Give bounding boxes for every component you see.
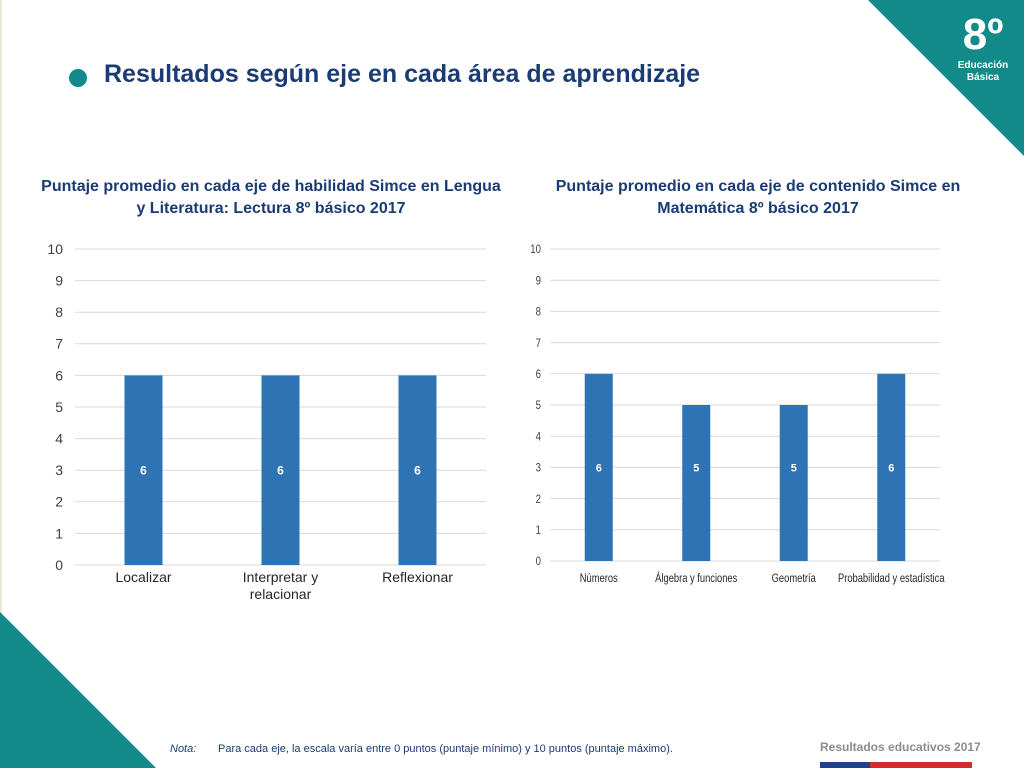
matematica-y-tick-label: 3	[536, 462, 541, 475]
lectura-y-tick-label: 1	[55, 525, 63, 541]
top-right-corner-decoration	[868, 0, 1024, 156]
grade-subtitle-line-2: Básica	[966, 72, 1000, 83]
grade-number: 8º	[962, 10, 1004, 59]
lectura-y-tick-label: 5	[55, 399, 63, 415]
note-label: Nota:	[170, 743, 197, 755]
lectura-y-tick-label: 6	[55, 367, 63, 383]
matematica-y-tick-label: 8	[536, 306, 541, 319]
grade-badge: 8º Educación Básica	[948, 10, 1018, 84]
matematica-category-label: Geometría	[772, 572, 816, 585]
matematica-data-label: 6	[888, 462, 894, 474]
lectura-y-tick-label: 2	[55, 494, 63, 510]
matematica-bar	[682, 405, 711, 561]
note-text: Para cada eje, la escala varía entre 0 p…	[218, 743, 673, 755]
matematica-y-tick-label: 1	[536, 524, 541, 537]
matematica-y-tick-label: 6	[536, 368, 541, 381]
lectura-y-tick-label: 10	[47, 241, 63, 257]
chart-lectura-title: Puntaje promedio en cada eje de habilida…	[41, 178, 501, 217]
lectura-bar	[124, 375, 163, 565]
matematica-y-tick-label: 4	[536, 430, 541, 443]
lectura-y-tick-label: 7	[55, 336, 63, 352]
matematica-data-label: 5	[693, 462, 699, 474]
matematica-bar	[779, 405, 808, 561]
lectura-data-label: 6	[414, 463, 421, 477]
lectura-y-tick-label: 0	[55, 557, 63, 573]
bottom-left-corner-decoration	[0, 612, 156, 768]
matematica-data-label: 6	[596, 462, 602, 474]
footer-brand-text: Resultados educativos 2017	[820, 740, 981, 754]
left-border-line	[0, 0, 2, 768]
lectura-bar	[398, 375, 437, 565]
matematica-y-tick-label: 7	[536, 337, 541, 350]
matematica-y-tick-label: 9	[536, 274, 541, 287]
matematica-bar	[877, 373, 906, 561]
lectura-data-label: 6	[277, 463, 284, 477]
lectura-y-tick-label: 3	[55, 462, 63, 478]
matematica-category-label: Álgebra y funciones	[655, 571, 737, 585]
lectura-data-label: 6	[140, 463, 147, 477]
lectura-bar	[261, 375, 300, 565]
title-bullet-icon	[69, 69, 87, 87]
chart-matematica-title: Puntaje promedio en cada eje de contenid…	[555, 178, 961, 217]
matematica-y-tick-label: 0	[536, 555, 541, 568]
matematica-category-label: Números	[580, 572, 618, 585]
matematica-category-label: Probabilidad y estadística	[838, 572, 945, 585]
grade-subtitle-line-1: Educación	[957, 60, 1009, 71]
matematica-y-tick-label: 10	[530, 243, 541, 256]
lectura-y-tick-label: 4	[55, 431, 63, 447]
lectura-category-label: Interpretar y relacionar	[243, 569, 318, 602]
matematica-y-tick-label: 2	[536, 493, 541, 506]
lectura-category-label: Localizar	[115, 569, 171, 585]
lectura-y-tick-label: 8	[55, 304, 63, 320]
lectura-y-tick-label: 9	[55, 273, 63, 289]
flag-stripe	[820, 762, 972, 768]
page-title: Resultados según eje en cada área de apr…	[104, 60, 701, 88]
matematica-y-tick-label: 5	[536, 399, 541, 412]
matematica-bar	[584, 373, 613, 561]
matematica-data-label: 5	[791, 462, 797, 474]
lectura-category-label: Reflexionar	[382, 569, 453, 585]
